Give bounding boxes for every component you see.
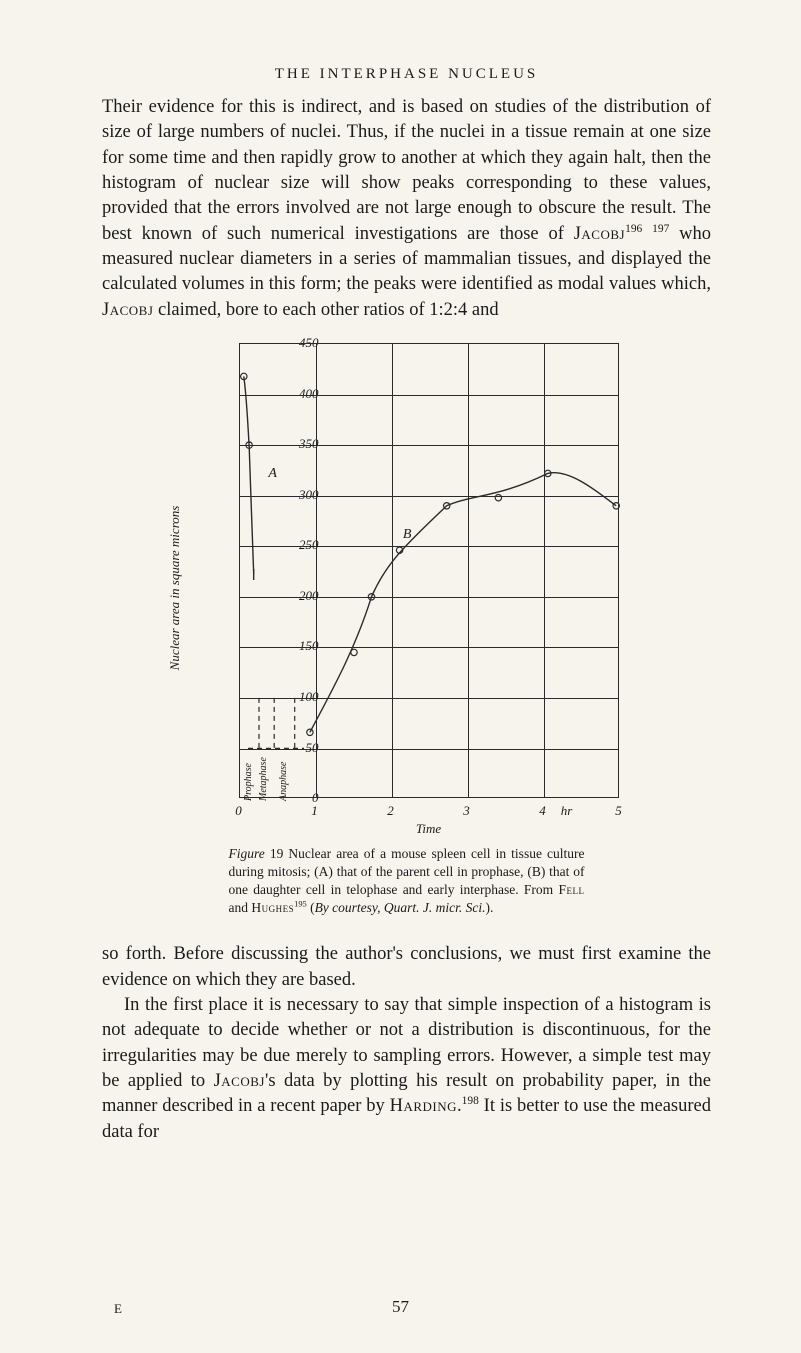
gridline-h <box>240 546 618 547</box>
p1-ref1a: 196 <box>625 223 642 235</box>
cap-ref: 195 <box>294 899 307 908</box>
gridline-h <box>240 496 618 497</box>
p1-ref1b: 197 <box>652 223 669 235</box>
paragraph-1: Their evidence for this is indirect, and… <box>102 95 711 323</box>
figure: Nuclear area in square microns 0 50 100 … <box>177 343 637 916</box>
p1-text: Their evidence for this is indirect, and… <box>102 97 711 244</box>
gridline-v <box>544 344 545 797</box>
p1-author1: Jacobj <box>574 224 625 244</box>
xtick-3: 3 <box>463 803 470 819</box>
gridline-h <box>240 749 618 750</box>
chart: Nuclear area in square microns 0 50 100 … <box>177 343 637 833</box>
y-axis-label: Nuclear area in square microns <box>167 506 183 671</box>
xtick-1: 1 <box>311 803 318 819</box>
gridline-v <box>316 344 317 797</box>
p1-author2: Jacobj <box>102 300 153 320</box>
label-anaphase: Anaphase <box>278 762 289 801</box>
chart-svg <box>240 344 620 799</box>
markerB <box>350 649 356 655</box>
page-number: 57 <box>0 1297 801 1317</box>
p3-name2: Harding <box>390 1096 457 1116</box>
gridline-h <box>240 597 618 598</box>
gridline-h <box>240 445 618 446</box>
cap-lead: Figure <box>229 846 265 861</box>
paragraph-2: so forth. Before discussing the author's… <box>102 942 711 993</box>
series-B <box>309 473 615 733</box>
series-A-drop <box>243 376 253 573</box>
xtick-5: 5 <box>615 803 622 819</box>
markerB <box>306 729 312 735</box>
p3-ref: 198 <box>462 1095 479 1107</box>
gridline-v <box>392 344 393 797</box>
gridline-h <box>240 395 618 396</box>
plot-area: A B Prophase Metaphase Anaphase <box>239 343 619 798</box>
xtick-0: 0 <box>235 803 242 819</box>
paragraph-3: In the first place it is necessary to sa… <box>102 993 711 1145</box>
cap-num: 19 <box>270 846 284 861</box>
xtick-4: 4 <box>539 803 546 819</box>
label-prophase: Prophase <box>243 763 254 801</box>
cap-t3: ( <box>307 900 315 915</box>
cap-name2: Hughes <box>251 900 294 915</box>
label-metaphase: Metaphase <box>258 757 269 801</box>
page-header: THE INTERPHASE NUCLEUS <box>102 66 711 83</box>
figure-caption: Figure 19 Nuclear area of a mouse spleen… <box>229 845 585 916</box>
cap-ital: By courtesy, Quart. J. micr. Sci. <box>315 900 486 915</box>
gridline-h <box>240 698 618 699</box>
gridline-v <box>468 344 469 797</box>
p1-text3: claimed, bore to each other ratios of 1:… <box>153 300 498 320</box>
xtick-2: 2 <box>387 803 394 819</box>
cap-t2: and <box>229 900 252 915</box>
p3-name1: Jacobj <box>214 1071 265 1091</box>
cap-t4: ). <box>486 900 494 915</box>
gridline-h <box>240 647 618 648</box>
cap-name1: Fell <box>558 882 584 897</box>
xtick-hr: hr <box>561 803 573 819</box>
label-A: A <box>268 466 277 482</box>
x-axis-label: Time <box>416 821 441 837</box>
label-B: B <box>403 527 412 543</box>
